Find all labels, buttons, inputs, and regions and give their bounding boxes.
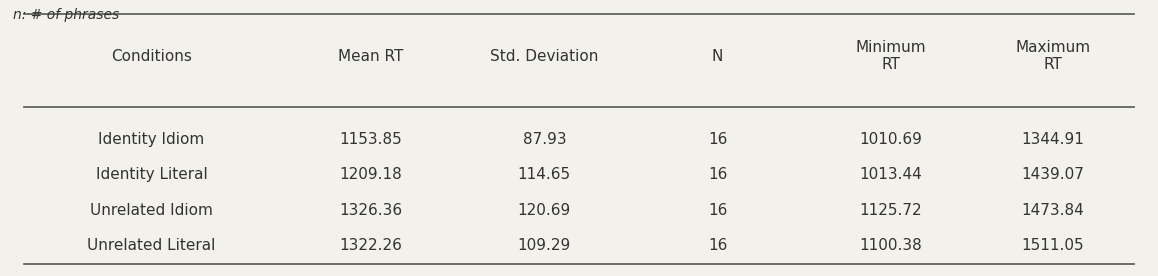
- Text: Maximum
RT: Maximum RT: [1016, 40, 1090, 72]
- Text: 16: 16: [708, 203, 727, 218]
- Text: Identity Literal: Identity Literal: [96, 167, 207, 182]
- Text: 1209.18: 1209.18: [339, 167, 403, 182]
- Text: N: N: [712, 49, 724, 63]
- Text: 1511.05: 1511.05: [1021, 238, 1084, 253]
- Text: 120.69: 120.69: [518, 203, 571, 218]
- Text: Unrelated Literal: Unrelated Literal: [87, 238, 215, 253]
- Text: n: # of phrases: n: # of phrases: [13, 8, 119, 22]
- Text: Conditions: Conditions: [111, 49, 192, 63]
- Text: 1013.44: 1013.44: [859, 167, 922, 182]
- Text: Mean RT: Mean RT: [338, 49, 404, 63]
- Text: 1439.07: 1439.07: [1021, 167, 1084, 182]
- Text: 114.65: 114.65: [518, 167, 571, 182]
- Text: 1125.72: 1125.72: [859, 203, 922, 218]
- Text: 1473.84: 1473.84: [1021, 203, 1084, 218]
- Text: Unrelated Idiom: Unrelated Idiom: [90, 203, 213, 218]
- Text: 1326.36: 1326.36: [339, 203, 403, 218]
- Text: 16: 16: [708, 132, 727, 147]
- Text: 1100.38: 1100.38: [859, 238, 922, 253]
- Text: 1153.85: 1153.85: [339, 132, 403, 147]
- Text: 1322.26: 1322.26: [339, 238, 403, 253]
- Text: Std. Deviation: Std. Deviation: [490, 49, 599, 63]
- Text: Minimum
RT: Minimum RT: [856, 40, 926, 72]
- Text: 16: 16: [708, 238, 727, 253]
- Text: Identity Idiom: Identity Idiom: [98, 132, 205, 147]
- Text: 16: 16: [708, 167, 727, 182]
- Text: 109.29: 109.29: [518, 238, 571, 253]
- Text: 1010.69: 1010.69: [859, 132, 923, 147]
- Text: 87.93: 87.93: [522, 132, 566, 147]
- Text: 1344.91: 1344.91: [1021, 132, 1084, 147]
